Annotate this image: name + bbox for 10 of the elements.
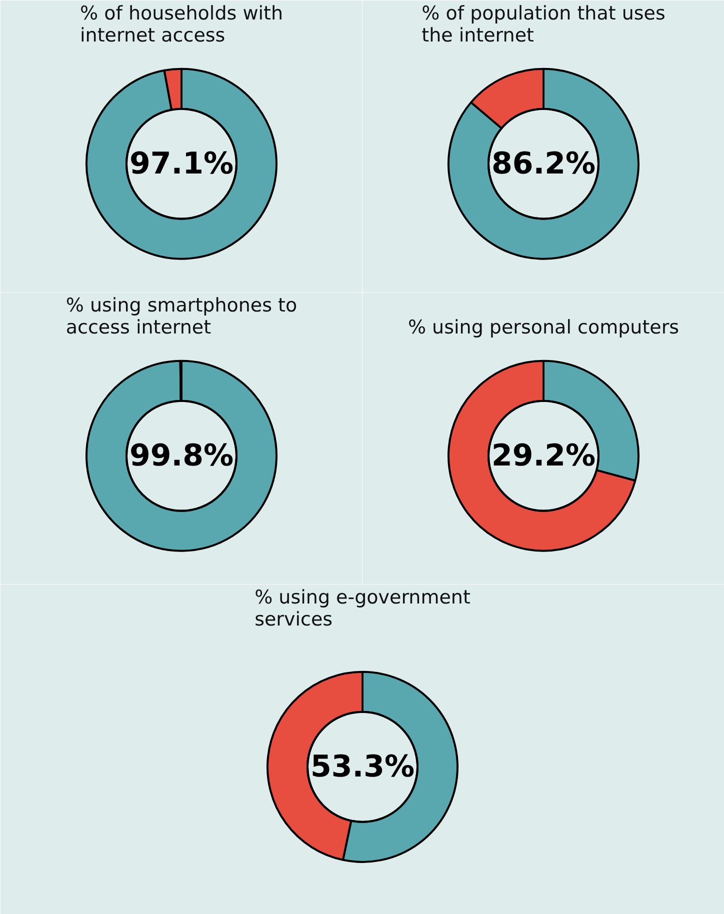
chart-title: % of households with internet access [80,2,283,46]
chart-title: % of population that uses the internet [422,2,666,46]
chart-title: % using e-government services [254,586,470,630]
data-label: 97.1% [129,146,234,182]
data-label: 99.8% [129,438,234,474]
chart-title: % using personal computers [408,316,680,338]
data-label: 86.2% [491,146,596,182]
data-label: 53.3% [310,749,415,784]
chart-title: % using smartphones to access internet [66,294,298,338]
data-label: 29.2% [491,438,596,474]
